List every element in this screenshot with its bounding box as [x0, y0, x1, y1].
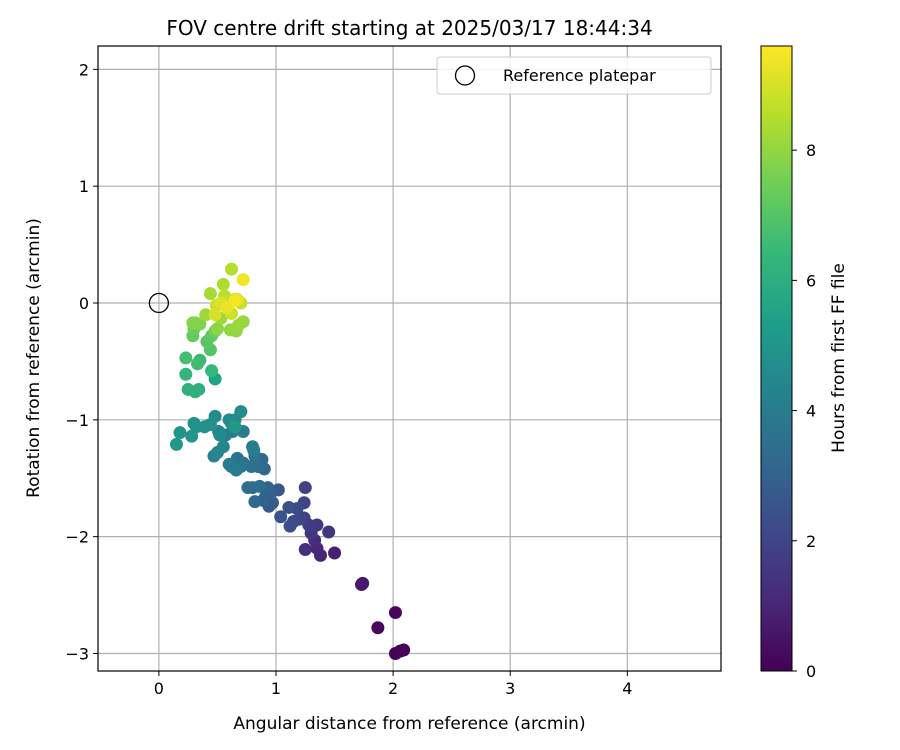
data-point	[298, 543, 312, 557]
data-point	[236, 315, 250, 329]
x-tick-label-1: 1	[271, 679, 281, 698]
data-point	[248, 495, 262, 509]
data-point	[173, 426, 187, 440]
data-point	[216, 440, 230, 454]
colorbar-label: Hours from first FF file	[829, 263, 849, 453]
plot-area: 0 1 2 3 4 −3 −2 −1 0 1 2	[65, 45, 722, 698]
y-tick-label-3: 0	[79, 294, 89, 313]
data-point	[328, 546, 342, 560]
data-point	[274, 510, 288, 524]
data-point	[208, 308, 222, 322]
colorbar-gradient	[761, 46, 792, 671]
y-tick-label-1: −2	[65, 528, 89, 547]
x-tick-label-4: 4	[622, 679, 632, 698]
data-point	[181, 382, 195, 396]
x-tick-label-2: 2	[388, 679, 398, 698]
data-point	[283, 519, 297, 533]
data-point	[282, 500, 296, 514]
colorbar-tick-label-2: 4	[806, 402, 816, 421]
colorbar-tick-label-0: 0	[806, 662, 816, 681]
data-point	[213, 428, 227, 442]
reference-marker	[148, 292, 170, 314]
colorbar-tick-label-3: 6	[806, 271, 816, 290]
plot-frame	[97, 45, 722, 672]
data-point	[354, 578, 368, 592]
data-point	[228, 294, 242, 308]
data-point	[225, 262, 238, 276]
data-point	[322, 525, 336, 539]
data-point	[179, 351, 193, 365]
y-tick-label-4: 1	[79, 177, 89, 196]
y-axis-label: Rotation from reference (arcmin)	[24, 218, 44, 498]
data-point	[234, 405, 248, 419]
data-point	[397, 643, 411, 657]
data-point	[247, 443, 261, 457]
data-point	[205, 364, 219, 378]
legend: Reference platepar	[436, 56, 712, 95]
data-point	[228, 420, 242, 434]
data-points	[169, 262, 411, 660]
y-axis-ticks: −3 −2 −1 0 1 2	[65, 60, 98, 663]
data-point	[169, 437, 183, 451]
reference-platepar-marker	[148, 292, 170, 314]
data-point	[191, 357, 205, 371]
data-point	[210, 322, 224, 336]
data-point	[298, 481, 312, 495]
data-point	[187, 416, 201, 430]
colorbar-frame	[760, 45, 793, 672]
x-axis-label: Angular distance from reference (arcmin)	[233, 714, 585, 734]
colorbar-tick-label-4: 8	[806, 141, 816, 160]
x-axis-ticks: 0 1 2 3 4	[154, 671, 632, 698]
data-point	[186, 316, 200, 330]
data-point	[216, 277, 230, 291]
data-point	[236, 273, 250, 287]
x-tick-label-3: 3	[505, 679, 515, 698]
legend-entry-label: Reference platepar	[503, 66, 656, 85]
chart-title: FOV centre drift starting at 2025/03/17 …	[166, 16, 652, 40]
colorbar-ticks: 0 2 4 6 8	[792, 141, 816, 681]
data-point	[199, 308, 213, 322]
data-point	[203, 287, 217, 301]
y-tick-label-2: −1	[65, 411, 89, 430]
legend-marker-hollow-circle	[454, 65, 476, 86]
y-tick-label-5: 2	[79, 60, 89, 79]
data-point	[371, 621, 385, 635]
x-tick-label-0: 0	[154, 679, 164, 698]
data-point	[185, 429, 199, 443]
colorbar: 0 2 4 6 8 Hours from first FF file	[760, 45, 849, 681]
data-point	[179, 367, 193, 381]
colorbar-tick-label-1: 2	[806, 532, 816, 551]
legend-box	[436, 56, 712, 95]
data-point	[222, 457, 236, 471]
y-tick-label-0: −3	[65, 644, 89, 663]
data-point	[203, 418, 217, 432]
data-point	[253, 479, 267, 493]
data-point	[241, 481, 255, 495]
data-point	[388, 606, 402, 620]
